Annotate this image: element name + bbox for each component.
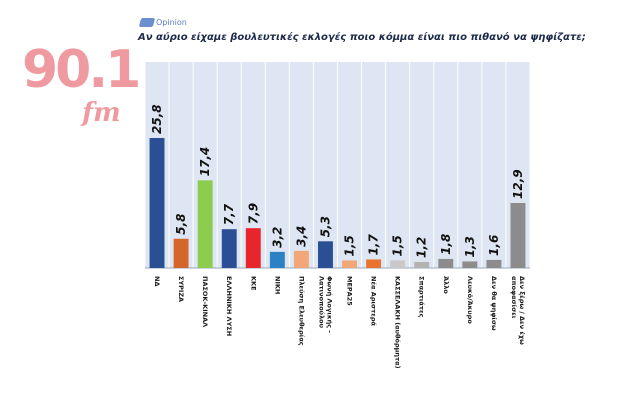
logo-suffix: fm	[82, 98, 121, 128]
data-label: 5,3	[318, 216, 332, 237]
bar	[390, 260, 406, 268]
station-logo: 90.1 fm	[22, 40, 141, 134]
bar	[366, 259, 382, 268]
bar	[221, 229, 237, 268]
data-label: 1,3	[463, 236, 477, 257]
data-label: 1,8	[439, 234, 453, 255]
data-label: 17,4	[198, 147, 212, 177]
category-label: ΜΕΡΑ25	[346, 276, 354, 306]
data-label: 12,9	[511, 169, 525, 199]
chart-title: Αν αύριο είχαμε βουλευτικές εκλογές ποιο…	[138, 32, 586, 43]
category-label: Λευκό/Άκυρο	[466, 276, 474, 324]
bar	[486, 259, 502, 268]
logo-number: 90.1	[22, 40, 141, 100]
category-label: Δεν ξέρω / Δεν έχωαποφασίσει	[510, 276, 526, 345]
category-label: Σπαρτιάτες	[418, 276, 426, 318]
data-label: 7,9	[246, 203, 260, 224]
category-label: ΕΛΛΗΝΙΚΗ ΛΥΣΗ	[225, 276, 233, 336]
bar	[510, 203, 526, 268]
data-label: 3,4	[294, 226, 308, 247]
bar	[318, 241, 333, 268]
bar	[149, 138, 165, 268]
bar	[173, 238, 189, 268]
category-label: Νέα Αριστερά	[370, 276, 378, 326]
pollster-name: Opinion	[156, 17, 187, 27]
category-label: Δεν θα ψηφίσω	[490, 276, 498, 331]
category-label: Άλλο	[442, 276, 450, 294]
category-label: ΝΔ	[153, 276, 161, 286]
data-label: 1,5	[391, 235, 405, 256]
bar	[462, 261, 478, 268]
category-label: ΠΑΣΟΚ-ΚΙΝΑΛ	[201, 276, 209, 327]
category-label: ΣΥΡΙΖΑ	[177, 276, 185, 302]
data-label: 1,6	[487, 235, 501, 256]
bar	[342, 260, 357, 268]
data-label: 7,7	[222, 203, 236, 225]
category-label: ΚΑΣΣΕΛΑΚΗ (αυθόρμητα)	[394, 276, 402, 369]
pollster-brand: Opinion	[138, 15, 187, 29]
bar	[197, 180, 213, 268]
data-label: 1,2	[415, 237, 429, 258]
bar	[245, 228, 261, 268]
data-label: 1,5	[343, 235, 357, 256]
data-label: 5,8	[174, 214, 188, 235]
bar	[269, 251, 285, 268]
bar	[414, 261, 430, 268]
bar	[293, 250, 309, 268]
category-label: ΝΙΚΗ	[273, 276, 281, 294]
category-label: Πλεύση Ελευθερίας	[297, 276, 305, 346]
data-label: 3,2	[270, 227, 284, 248]
category-label: Φωνή Λογικής -Λατινοπούλου	[317, 276, 333, 333]
bar	[438, 258, 454, 268]
data-label: 25,8	[150, 104, 164, 134]
category-label: ΚΚΕ	[249, 276, 257, 291]
data-label: 1,7	[367, 234, 381, 256]
